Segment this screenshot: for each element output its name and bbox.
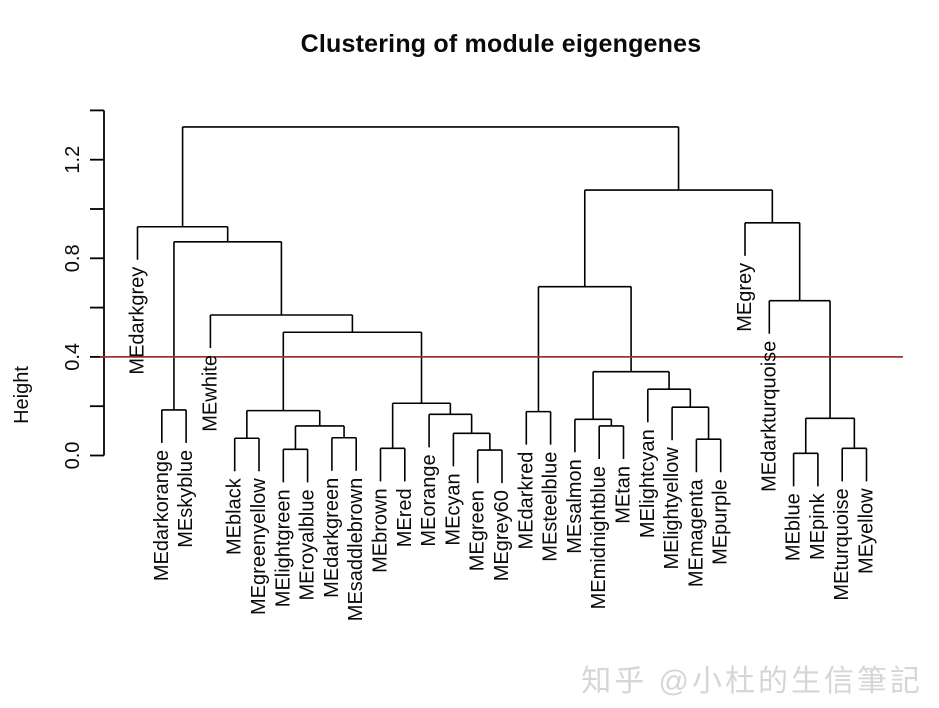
axis-tick-label: 0.4 [62,343,84,371]
leaf-label: MEdarkturquoise [758,341,780,492]
leaf-label: MElightyellow [661,447,683,570]
chart-title: Clustering of module eigengenes [300,30,702,58]
leaf-label: MEgreen [467,490,489,571]
leaf-label: MEcyan [442,473,464,545]
axis-tick-label: 0.8 [62,244,84,272]
leaf-label: MEgrey [734,263,756,332]
leaf-label: MEskyblue [175,450,197,548]
leaf-label: MEbrown [370,488,392,572]
leaf-label: MEsaddlebrown [345,478,367,621]
leaf-label: MEdarkred [515,452,537,550]
leaf-label: MEmidnightblue [588,466,610,609]
leaf-label: MEgrey60 [491,490,513,581]
leaf-label: MEblue [783,493,805,561]
leaf-label: MElightgreen [272,489,294,607]
leaf-label: MEblack [224,477,246,555]
leaf-label: MEorange [418,454,440,546]
leaf-label: MEwhite [199,355,221,432]
leaf-label: MEgreenyellow [248,478,270,615]
leaf-label: MEdarkgreen [321,478,343,598]
leaf-label: MElightcyan [637,429,659,538]
leaf-label: MEturquoise [831,488,853,600]
watermark: 知乎 @小杜的生信筆記 [581,665,923,698]
leaf-label: MEpurple [710,479,732,565]
leaf-label: MEdarkgrey [127,267,149,375]
axis-tick-label: 1.2 [62,146,84,174]
leaf-label: MEred [394,488,416,547]
axis-tick-label: 0.0 [62,442,84,470]
leaf-label: MEyellow [856,488,878,574]
leaf-label: MEsalmon [564,459,586,553]
leaf-label: MEtan [613,466,635,524]
leaf-label: MEpink [807,492,829,560]
leaf-label: MEdarkorange [151,450,173,581]
leaf-label: MEmagenta [685,478,707,587]
leaf-label: MEroyalblue [297,489,319,600]
leaf-label: MEsteelblue [540,452,562,562]
